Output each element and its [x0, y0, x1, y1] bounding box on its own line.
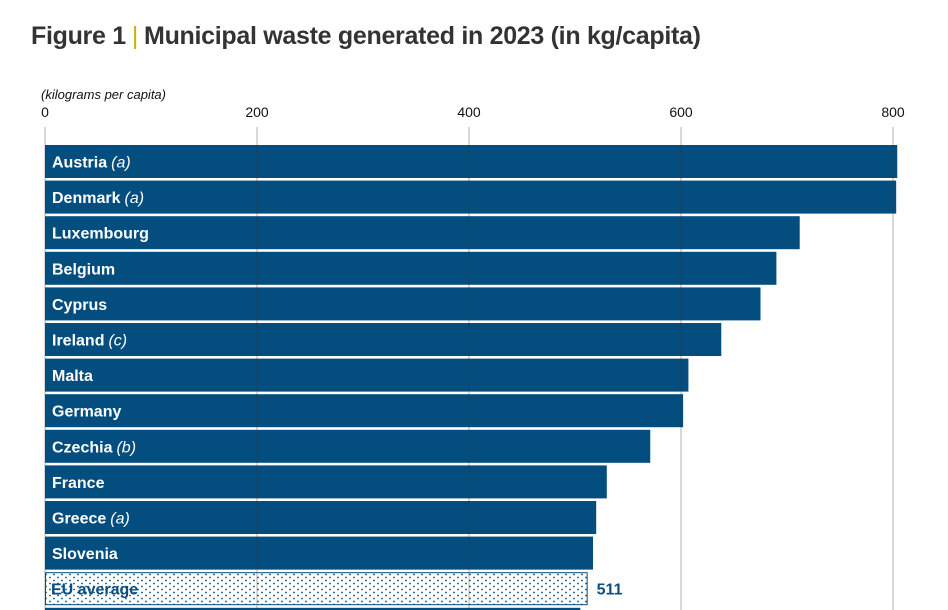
footnote-marker: (a)	[124, 190, 144, 207]
bar-label: EU average	[51, 582, 138, 599]
bar-label: Luxembourg	[52, 226, 149, 243]
x-tick-label: 200	[245, 104, 269, 120]
country-name: Cyprus	[52, 297, 107, 314]
footnote-marker: (a)	[110, 511, 130, 528]
bar	[45, 358, 689, 392]
bar	[45, 429, 651, 463]
gridlines	[44, 127, 894, 610]
country-name: Slovenia	[52, 546, 118, 563]
bar	[45, 251, 777, 285]
country-name: Austria	[52, 155, 107, 172]
bar-label: Germany	[52, 404, 121, 421]
figure-label: Figure 1	[31, 22, 126, 50]
bar-label: Belgium	[52, 261, 115, 278]
bar	[45, 536, 594, 570]
country-name: Greece	[52, 511, 106, 528]
bar	[45, 145, 898, 178]
country-name: France	[52, 475, 105, 492]
bars: Austria (a)Denmark (a)LuxembourgBelgiumCyp…	[45, 145, 898, 610]
bar	[45, 465, 607, 499]
bar-label: Austria (a)	[52, 155, 131, 172]
x-tick-label: 0	[41, 104, 49, 120]
bar-label: Denmark (a)	[52, 190, 144, 207]
x-axis-label: (kilograms per capita)	[41, 87, 166, 102]
country-name: Denmark	[52, 190, 121, 207]
bar-label: Cyprus	[52, 297, 107, 314]
bar-label: Malta	[52, 368, 93, 385]
bar	[45, 287, 761, 321]
country-name: Czechia	[52, 439, 113, 456]
title-separator: |	[131, 22, 139, 50]
country-name: Belgium	[52, 261, 115, 278]
value-label: 511	[597, 582, 623, 599]
bar	[45, 323, 722, 356]
country-name: Luxembourg	[52, 226, 149, 243]
footnote-marker: (a)	[111, 155, 131, 172]
bar	[45, 607, 581, 610]
bar	[45, 180, 897, 214]
figure-title: Figure 1 | Municipal waste generated in 20…	[31, 22, 701, 51]
bar	[45, 216, 800, 250]
x-tick-label: 600	[669, 104, 693, 120]
bar	[45, 501, 597, 534]
bar-eu-average	[45, 572, 588, 606]
country-name: Malta	[52, 368, 93, 385]
footnote-marker: (b)	[116, 439, 136, 456]
bar-label: Greece (a)	[52, 511, 130, 528]
bar-label: Czechia (b)	[52, 439, 136, 456]
bar-label: Slovenia	[52, 546, 118, 563]
bar-label: Ireland (c)	[52, 333, 127, 350]
x-tick-label: 800	[881, 104, 905, 120]
country-name: Germany	[52, 404, 121, 421]
footnote-marker: (c)	[108, 333, 127, 350]
country-name: Ireland	[52, 333, 104, 350]
bar-label: France	[52, 475, 105, 492]
figure-title-text: Municipal waste generated in 2023 (in kg…	[144, 22, 701, 50]
bar	[45, 394, 684, 428]
x-tick-label: 400	[457, 104, 481, 120]
